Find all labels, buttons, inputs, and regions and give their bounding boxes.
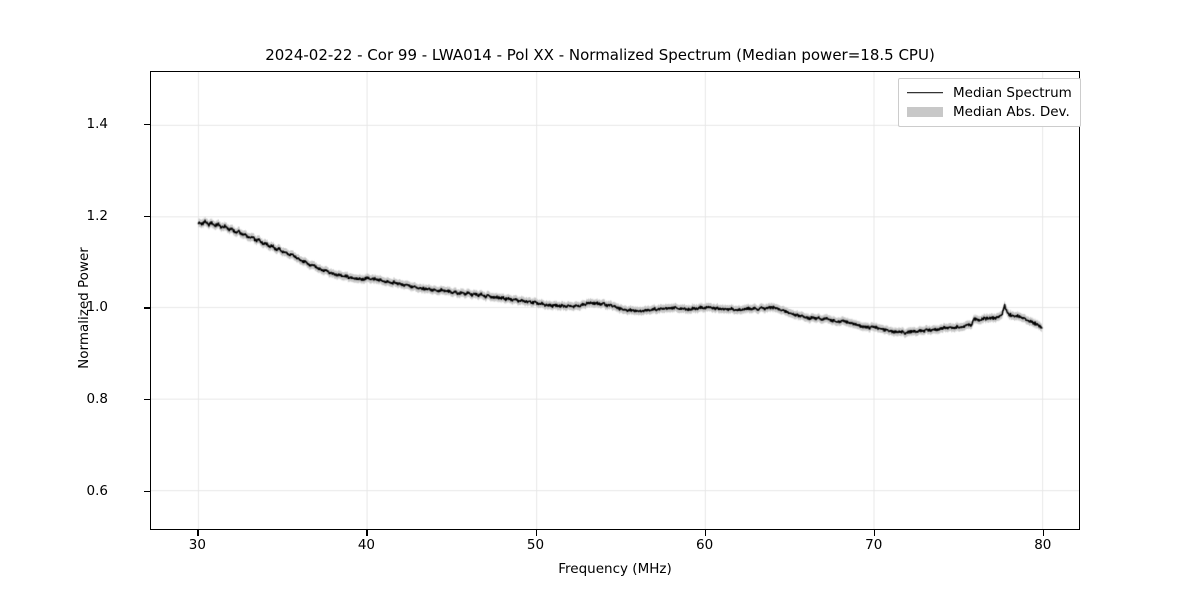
- legend-item-median-spectrum: Median Spectrum: [906, 83, 1072, 102]
- x-axis-label: Frequency (MHz): [558, 561, 672, 577]
- y-tickmark: [144, 123, 150, 126]
- legend-patch-swatch-icon: [906, 106, 944, 118]
- y-tick-label: 1.0: [86, 299, 108, 316]
- y-tickmark: [144, 215, 150, 217]
- y-tick-label: 1.2: [86, 207, 108, 224]
- legend-label-median-spectrum: Median Spectrum: [953, 84, 1072, 101]
- y-tickmark: [144, 399, 150, 401]
- x-tick-label: 40: [357, 537, 376, 553]
- x-tickmark: [197, 530, 199, 536]
- x-tick-label: 50: [526, 537, 545, 553]
- legend-label-median-abs-dev: Median Abs. Dev.: [953, 103, 1070, 120]
- chart-title: 2024-02-22 - Cor 99 - LWA014 - Pol XX - …: [265, 46, 935, 64]
- x-tick-label: 80: [1034, 537, 1052, 553]
- x-tickmark: [535, 530, 537, 536]
- legend-line-swatch-icon: [906, 87, 944, 99]
- y-tick-label: 0.8: [86, 391, 108, 408]
- chart-legend: Median Spectrum Median Abs. Dev.: [898, 78, 1081, 127]
- x-tickmark: [366, 530, 368, 536]
- plot-area: [150, 71, 1080, 530]
- legend-item-median-abs-dev: Median Abs. Dev.: [906, 102, 1072, 121]
- x-tickmark: [704, 530, 706, 536]
- x-tick-label: 60: [696, 537, 714, 553]
- x-tick-label: 70: [865, 537, 883, 553]
- spectrum-plot-canvas: [151, 72, 1079, 529]
- x-tickmark: [873, 530, 875, 536]
- y-tick-label: 0.6: [86, 482, 108, 499]
- y-tickmark: [144, 307, 150, 309]
- x-tick-label: 30: [188, 537, 206, 553]
- y-tickmark: [144, 490, 150, 493]
- x-tickmark: [1042, 530, 1045, 536]
- y-tick-label: 1.4: [86, 115, 108, 132]
